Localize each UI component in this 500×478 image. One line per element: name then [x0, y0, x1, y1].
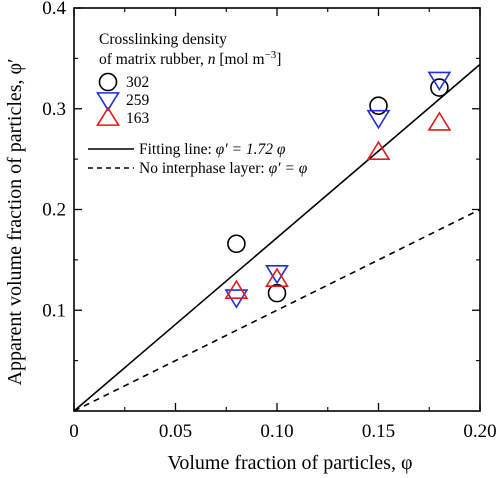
legend-marker-163	[96, 106, 120, 126]
legend-title-line2: of matrix rubber, n [mol m−3]	[99, 49, 281, 68]
data-markers	[224, 71, 452, 309]
legend-label-163: 163	[126, 110, 150, 127]
legend: Crosslinking density of matrix rubber, n…	[88, 31, 308, 177]
y-tick-label: 0.2	[42, 200, 66, 221]
y-tick-label: 0.3	[42, 99, 66, 120]
legend-line-identity: No interphase layer: φ′ = φ	[88, 160, 308, 177]
x-tick-label: 0.20	[463, 421, 496, 442]
y-tick-label: 0.1	[42, 300, 66, 321]
fitting-line	[73, 63, 481, 412]
tick-labels: 0 0.05 0.10 0.15 0.20 0.1 0.2 0.3 0.4	[42, 0, 496, 442]
x-tick-label: 0.05	[159, 421, 192, 442]
data-point-302	[430, 78, 449, 97]
data-point-259	[265, 265, 289, 285]
axis-ticks	[73, 7, 481, 411]
data-point-163	[265, 267, 289, 287]
legend-marker-302	[98, 72, 118, 92]
x-tick-label: 0	[69, 421, 79, 442]
y-tick-label: 0.4	[42, 0, 66, 19]
x-axis-title: Volume fraction of particles, φ	[168, 452, 413, 474]
data-point-302	[369, 96, 388, 116]
data-point-163	[366, 140, 391, 160]
x-tick-label: 0.10	[260, 421, 293, 442]
legend-fit-line-label: Fitting line: φ′ = 1.72 φ	[139, 141, 286, 158]
plot-frame	[73, 7, 481, 412]
legend-label-302: 302	[126, 74, 149, 91]
legend-label-259: 259	[126, 92, 150, 109]
x-tick-label: 0.15	[362, 421, 395, 442]
data-point-163	[224, 279, 249, 300]
legend-marker-259	[96, 92, 120, 112]
data-point-302	[267, 283, 287, 303]
identity-line	[73, 208, 481, 412]
reference-lines	[73, 63, 481, 412]
data-point-302	[227, 234, 246, 254]
legend-identity-line-label: No interphase layer: φ′ = φ	[139, 160, 308, 177]
data-point-259	[427, 71, 452, 92]
y-axis-title: Apparent volume fraction of particles, φ…	[4, 59, 26, 386]
data-point-259	[366, 109, 391, 130]
data-point-163	[427, 111, 452, 131]
legend-title-line1: Crosslinking density	[99, 31, 227, 48]
legend-line-fit: Fitting line: φ′ = 1.72 φ	[88, 141, 286, 158]
